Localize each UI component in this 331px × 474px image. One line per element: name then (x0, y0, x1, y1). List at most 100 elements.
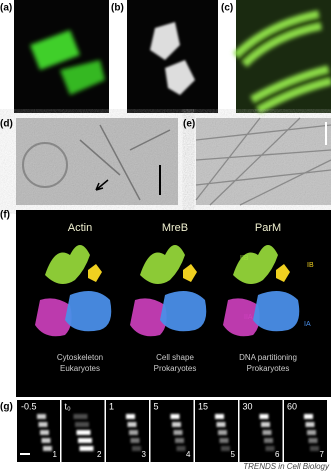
time-lapse: -0.5 1 t₀ 2 1 3 5 4 15 5 30 6 60 7 (17, 400, 327, 462)
frame-time: 60 (287, 401, 297, 411)
structure-name: ParM (255, 222, 281, 234)
structure-caption: Eukaryotes (60, 364, 100, 373)
panel-label: (d) (0, 119, 13, 130)
panel-label: (c) (221, 3, 233, 14)
domain-blue (253, 291, 300, 332)
signal-band (176, 446, 186, 451)
cell-signal (126, 414, 141, 451)
structure-caption: Cytoskeleton (57, 353, 103, 362)
signal-band (216, 422, 226, 427)
domain-label: IB (307, 262, 314, 269)
panel-label: (g) (0, 402, 13, 413)
domain-label: IIB (240, 255, 249, 262)
signal-band (215, 414, 224, 419)
signal-band (172, 422, 181, 427)
arrow (95, 179, 109, 191)
signal-band (132, 446, 141, 451)
frame-number: 7 (320, 450, 325, 459)
frame-number: 4 (186, 450, 191, 459)
domain-magenta (223, 298, 260, 337)
signal-band (310, 446, 319, 451)
signal-band (76, 430, 91, 435)
domain-yellow (183, 264, 197, 282)
structure-caption: Prokaryotes (154, 364, 197, 373)
signal-band (41, 438, 51, 443)
filaments (79, 124, 171, 201)
filaments (195, 117, 331, 206)
structure-caption: DNA partitioning (239, 353, 297, 362)
panel-d-texture (16, 118, 178, 205)
signal-band (221, 446, 230, 451)
signal-band (173, 430, 183, 435)
signal-band (175, 438, 184, 443)
domain-label: IA (304, 321, 311, 328)
signal-band (43, 446, 52, 451)
signal-band (261, 422, 270, 427)
signal-band (129, 430, 138, 435)
structure-caption: Prokaryotes (247, 364, 290, 373)
signal-band (40, 430, 49, 435)
frame-time: t₀ (65, 401, 72, 411)
frame-number: 2 (97, 450, 102, 459)
structure-caption: Cell shape (156, 353, 194, 362)
ribbon-structures: Actin Cytoskeleton Eukaryotes MreB Cell shap… (35, 222, 314, 373)
structure-name: MreB (162, 222, 188, 234)
cell-signal (215, 414, 230, 451)
signal-band (170, 414, 180, 419)
frame (17, 400, 60, 462)
frame-time: 1 (109, 401, 114, 411)
cell-signal (304, 414, 319, 451)
signal-band (262, 430, 272, 435)
signal-band (79, 446, 94, 451)
frame (195, 400, 238, 462)
signal-band (130, 438, 140, 443)
signal-band (264, 438, 273, 443)
domain-label: IIA (244, 314, 253, 321)
cell-signal (259, 414, 275, 451)
domain-yellow (276, 264, 290, 282)
domain-blue (160, 291, 207, 332)
domain-green (233, 245, 278, 284)
domain-magenta (35, 298, 72, 337)
signal-band (126, 414, 135, 419)
panel-e-texture (196, 118, 331, 205)
signal-band (73, 414, 88, 419)
frame-number: 6 (275, 450, 280, 459)
frame-time: 30 (243, 401, 253, 411)
cell-signal (73, 414, 94, 451)
signal-band (307, 430, 316, 435)
cell-signal (37, 414, 52, 451)
signal-band (308, 438, 318, 443)
green-rods (232, 10, 331, 114)
domain-green (140, 245, 185, 284)
structure-name: Actin (68, 222, 92, 234)
green-filament (30, 30, 105, 95)
frame-number: 1 (53, 450, 58, 459)
signal-band (304, 414, 313, 419)
frame-number: 3 (142, 450, 147, 459)
signal-band (219, 438, 229, 443)
domain-blue (65, 291, 112, 332)
signal-band (127, 422, 137, 427)
panel-label: (e) (183, 119, 195, 130)
footer: TRENDS in Cell Biology (243, 462, 330, 471)
domain-yellow (88, 264, 102, 282)
signal-band (38, 422, 48, 427)
signal-band (218, 430, 227, 435)
signal-band (37, 414, 46, 419)
frame-time: 5 (154, 401, 159, 411)
frame-number: 5 (231, 450, 236, 459)
panel-b-image (127, 0, 218, 113)
panel-label: (a) (0, 3, 12, 14)
white-cell (150, 22, 195, 95)
signal-band (78, 438, 92, 443)
frame (284, 400, 327, 462)
panel-label: (b) (111, 3, 124, 14)
frame-time: -0.5 (21, 401, 37, 411)
vesicle (22, 142, 68, 188)
cell-signal (170, 414, 186, 451)
panel-label: (f) (0, 210, 10, 221)
domain-green (45, 245, 90, 284)
frame-time: 15 (198, 401, 208, 411)
signal-band (305, 422, 315, 427)
